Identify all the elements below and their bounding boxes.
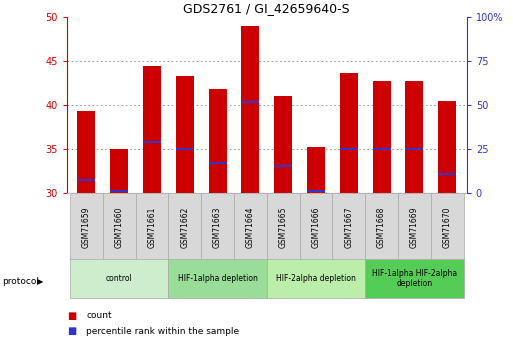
Bar — [274, 96, 292, 193]
Bar — [241, 26, 260, 193]
Bar — [372, 81, 390, 193]
Bar — [168, 259, 267, 298]
Text: GSM71665: GSM71665 — [279, 206, 288, 248]
Bar — [274, 165, 292, 167]
Bar — [110, 190, 128, 193]
Bar — [332, 193, 365, 260]
Text: GSM71668: GSM71668 — [377, 206, 386, 247]
Bar — [340, 73, 358, 193]
Bar — [307, 190, 325, 191]
Text: GSM71662: GSM71662 — [180, 206, 189, 247]
Text: GSM71669: GSM71669 — [410, 206, 419, 248]
Bar — [168, 193, 201, 260]
Bar — [70, 259, 168, 298]
Bar — [405, 81, 423, 193]
Bar — [300, 193, 332, 260]
Bar — [438, 101, 456, 193]
Text: GSM71670: GSM71670 — [443, 206, 451, 248]
Bar — [307, 147, 325, 193]
Bar — [340, 148, 358, 150]
Text: control: control — [106, 274, 132, 283]
Bar — [398, 193, 431, 260]
Text: GSM71661: GSM71661 — [147, 206, 156, 247]
Bar — [103, 193, 135, 260]
Bar — [209, 162, 227, 164]
Bar — [176, 148, 194, 150]
Bar — [209, 89, 227, 193]
Bar — [143, 66, 161, 193]
Bar — [365, 259, 464, 298]
Text: GSM71667: GSM71667 — [344, 206, 353, 248]
Text: protocol: protocol — [3, 277, 40, 286]
Bar — [405, 148, 423, 150]
Bar — [135, 193, 168, 260]
Bar — [70, 193, 103, 260]
Bar — [267, 259, 365, 298]
Text: GSM71664: GSM71664 — [246, 206, 255, 248]
Text: count: count — [86, 311, 112, 320]
Text: ■: ■ — [67, 311, 76, 321]
Bar — [77, 179, 95, 181]
Text: HIF-2alpha depletion: HIF-2alpha depletion — [276, 274, 356, 283]
Bar — [241, 101, 260, 103]
Bar — [201, 193, 234, 260]
Text: HIF-1alpha HIF-2alpha
depletion: HIF-1alpha HIF-2alpha depletion — [372, 269, 457, 288]
Bar — [143, 141, 161, 143]
Text: ■: ■ — [67, 326, 76, 336]
Bar — [234, 193, 267, 260]
Text: HIF-1alpha depletion: HIF-1alpha depletion — [177, 274, 258, 283]
Bar — [365, 193, 398, 260]
Bar — [431, 193, 464, 260]
Text: GSM71663: GSM71663 — [213, 206, 222, 248]
Bar — [176, 76, 194, 193]
Title: GDS2761 / GI_42659640-S: GDS2761 / GI_42659640-S — [184, 2, 350, 15]
Text: GSM71659: GSM71659 — [82, 206, 91, 248]
Bar — [438, 173, 456, 175]
Text: GSM71666: GSM71666 — [311, 206, 321, 248]
Bar — [267, 193, 300, 260]
Text: GSM71660: GSM71660 — [115, 206, 124, 248]
Bar — [372, 148, 390, 150]
Text: percentile rank within the sample: percentile rank within the sample — [86, 327, 239, 336]
Bar — [110, 149, 128, 193]
Text: ▶: ▶ — [37, 277, 44, 286]
Bar — [77, 111, 95, 193]
